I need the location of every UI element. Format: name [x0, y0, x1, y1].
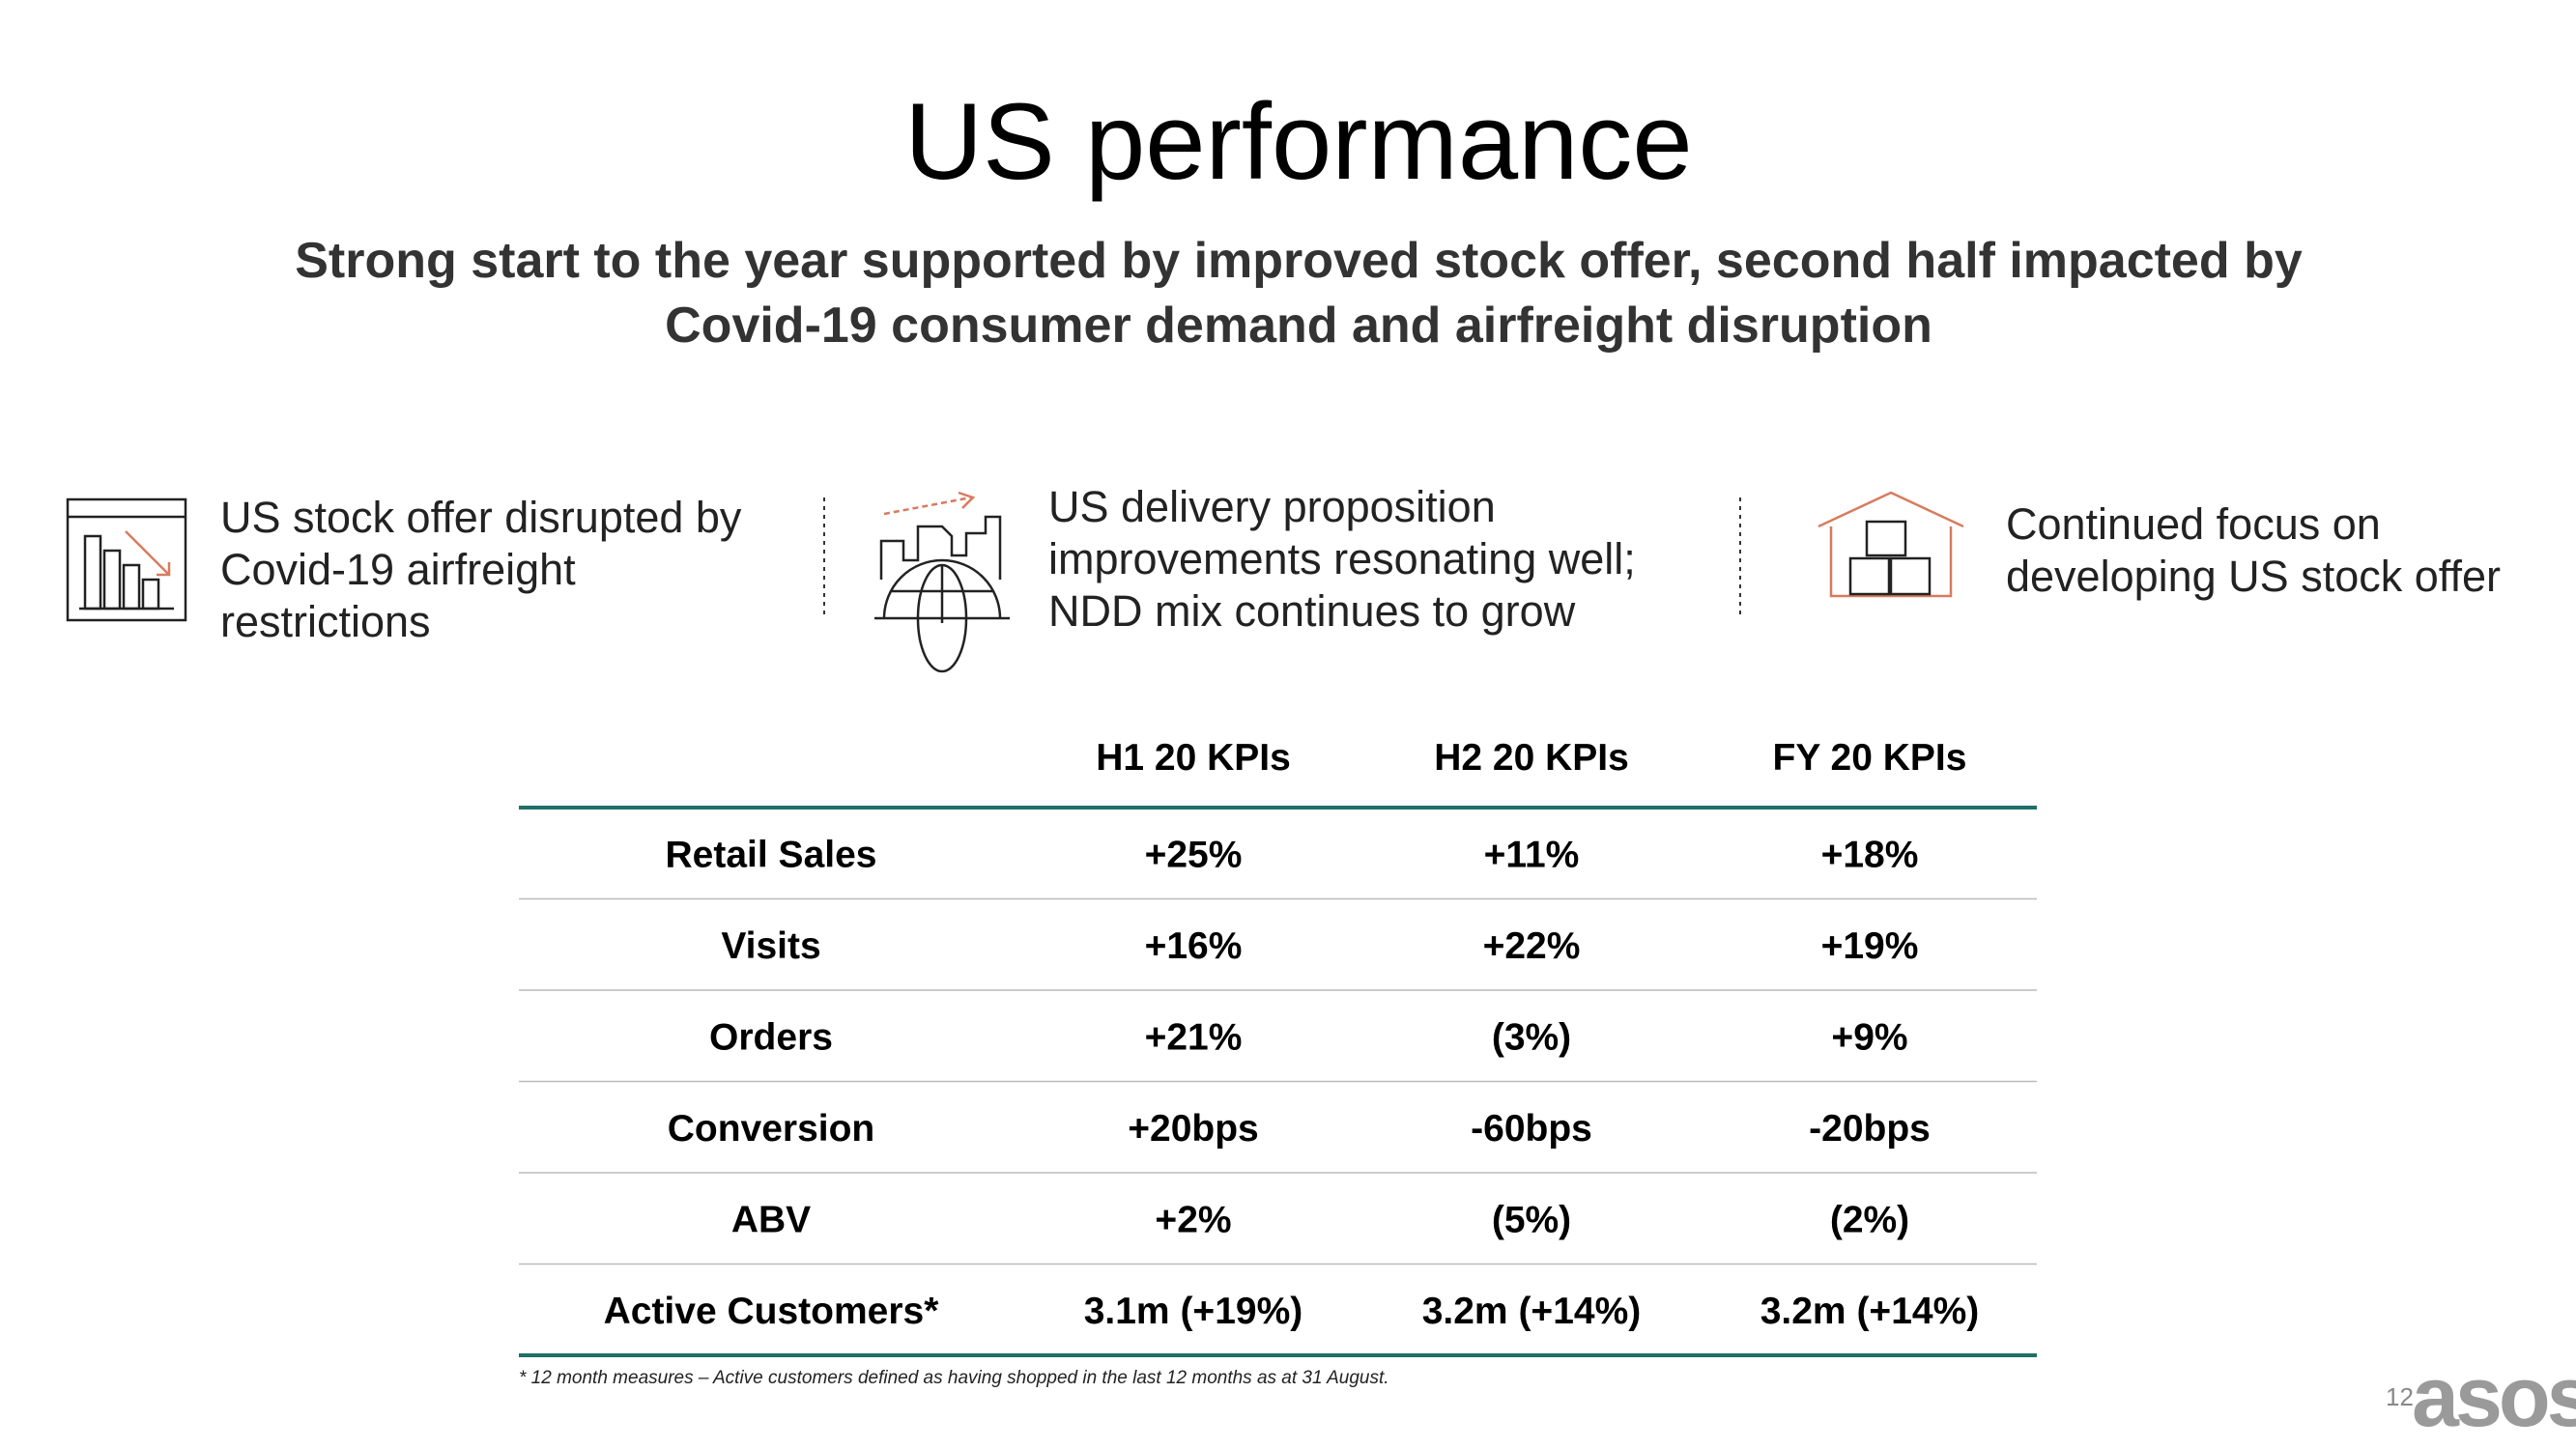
column-header: H1 20 KPIs	[1096, 737, 1291, 779]
cell: +11%	[1484, 834, 1580, 875]
icon-chart	[66, 497, 187, 622]
cell: (2%)	[1830, 1199, 1909, 1240]
point-line: restrictions	[220, 597, 431, 646]
cell: +21%	[1145, 1016, 1243, 1058]
cell: +16%	[1145, 925, 1243, 967]
row-label: Visits	[721, 925, 820, 967]
column-header: H2 20 KPIs	[1434, 737, 1629, 779]
cell: 3.2m (+14%)	[1422, 1291, 1642, 1332]
point-line: US stock offer disrupted by	[220, 493, 742, 542]
cell: +22%	[1483, 925, 1581, 967]
cell: +9%	[1831, 1016, 1907, 1058]
point-line: US delivery proposition	[1048, 482, 1496, 531]
cell: +18%	[1821, 834, 1919, 875]
point-line: NDD mix continues to grow	[1048, 586, 1576, 636]
point-line: Continued focus on	[2006, 499, 2381, 549]
cell: (5%)	[1492, 1199, 1571, 1240]
cell: +25%	[1145, 834, 1243, 875]
point-line: improvements resonating well;	[1048, 534, 1636, 583]
title: US performance	[904, 81, 1692, 202]
logo: asos	[2412, 1349, 2576, 1444]
subtitle-line: Strong start to the year supported by im…	[295, 233, 2303, 289]
column-header: FY 20 KPIs	[1773, 737, 1967, 779]
row-label: ABV	[731, 1199, 811, 1240]
row-label: Retail Sales	[666, 834, 877, 875]
cell: +2%	[1155, 1199, 1231, 1240]
point-line: Covid-19 airfreight	[220, 545, 576, 594]
cell: (3%)	[1492, 1016, 1571, 1058]
page-number: 12	[2386, 1382, 2414, 1411]
row-label: Conversion	[668, 1108, 875, 1150]
cell: +19%	[1821, 925, 1919, 967]
icon-globe	[874, 491, 1010, 673]
point-line: developing US stock offer	[2006, 552, 2501, 601]
footnote: * 12 month measures – Active customers d…	[519, 1368, 1389, 1388]
cell: -20bps	[1809, 1108, 1931, 1150]
row-label: Orders	[709, 1016, 833, 1058]
icon-warehouse	[1818, 491, 1964, 598]
cell: -60bps	[1471, 1108, 1592, 1150]
subtitle-line: Covid-19 consumer demand and airfreight …	[665, 298, 1932, 354]
cell: 3.1m (+19%)	[1084, 1291, 1303, 1332]
row-label: Active Customers*	[604, 1291, 940, 1332]
cell: 3.2m (+14%)	[1760, 1291, 1980, 1332]
cell: +20bps	[1128, 1108, 1259, 1150]
